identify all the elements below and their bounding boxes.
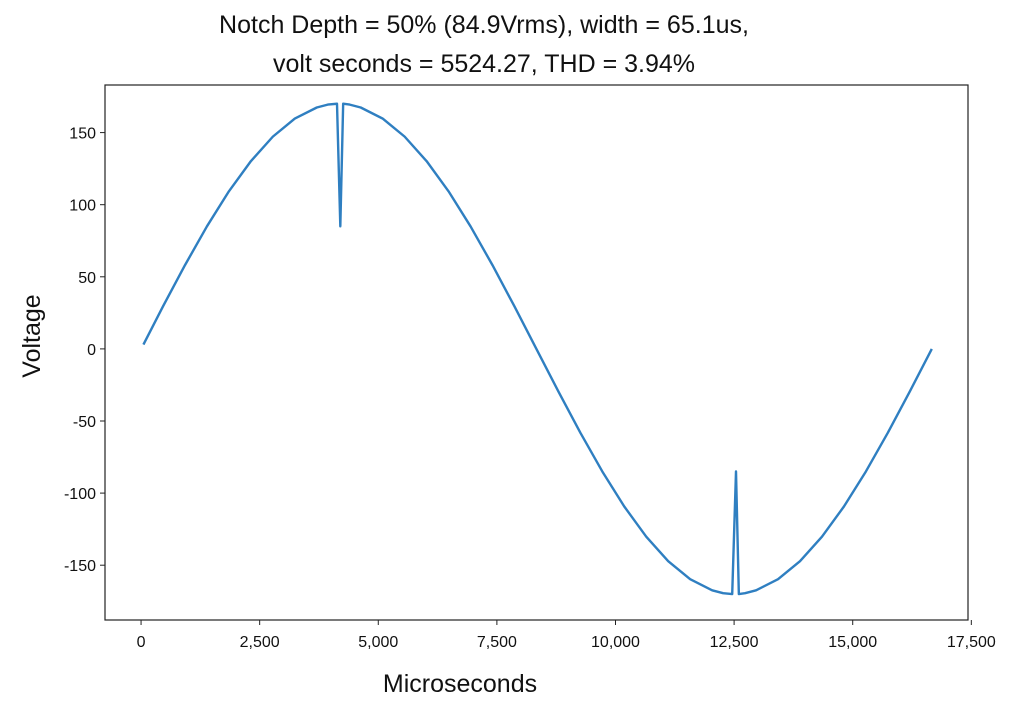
y-tick-label: 100: [69, 198, 96, 215]
y-tick-label: 150: [69, 126, 96, 143]
x-axis-label: Microseconds: [383, 670, 537, 698]
y-tick-label: 50: [78, 270, 96, 287]
y-axis-label: Voltage: [18, 294, 46, 377]
y-tick-label: -50: [73, 414, 96, 431]
x-tick-label: 2,500: [240, 634, 280, 651]
x-tick-label: 15,000: [828, 634, 877, 651]
x-tick-label: 0: [137, 634, 146, 651]
chart-title: volt seconds = 5524.27, THD = 3.94%: [273, 50, 695, 78]
y-tick-label: -100: [64, 486, 96, 503]
chart-title: Notch Depth = 50% (84.9Vrms), width = 65…: [219, 11, 749, 39]
y-tick-label: 0: [87, 342, 96, 359]
x-tick-label: 17,500: [947, 634, 996, 651]
series-line: [142, 102, 933, 596]
x-tick-label: 7,500: [477, 634, 517, 651]
plot-frame: [104, 84, 969, 621]
x-tick-label: 10,000: [591, 634, 640, 651]
x-tick-label: 12,500: [710, 634, 759, 651]
y-tick-label: -150: [64, 558, 96, 575]
x-tick-label: 5,000: [358, 634, 398, 651]
